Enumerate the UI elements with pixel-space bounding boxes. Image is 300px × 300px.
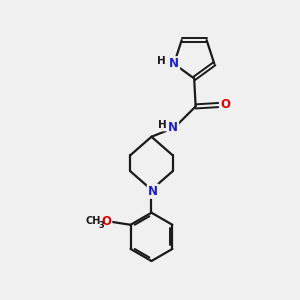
- Text: CH: CH: [85, 216, 101, 226]
- Text: N: N: [168, 121, 178, 134]
- Text: O: O: [220, 98, 230, 111]
- Text: N: N: [148, 185, 158, 198]
- Text: O: O: [101, 215, 111, 228]
- Text: H: H: [157, 56, 166, 66]
- Text: N: N: [169, 57, 179, 70]
- Text: 3: 3: [98, 221, 104, 230]
- Text: H: H: [158, 120, 167, 130]
